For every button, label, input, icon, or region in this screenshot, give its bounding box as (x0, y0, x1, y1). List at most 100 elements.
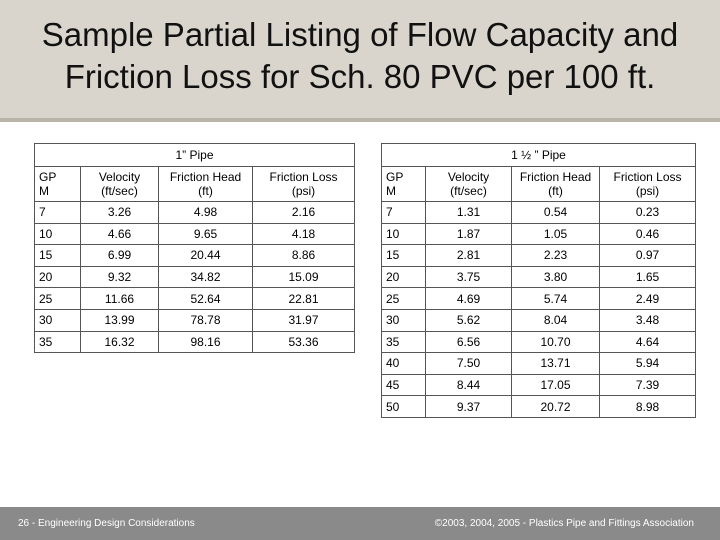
title-line-2: Friction Loss for Sch. 80 PVC per 100 ft… (64, 58, 656, 95)
table-cell: 11.66 (80, 287, 159, 310)
table-cell: 1.31 (425, 201, 512, 224)
table-cell: 20 (34, 265, 81, 289)
column-header: GP M (34, 166, 81, 202)
table-row: 15 6.99 20.44 8.86 (34, 244, 356, 267)
column-header-line: (ft/sec) (101, 184, 138, 198)
footer-copyright: ©2003, 2004, 2005 - Plastics Pipe and Fi… (434, 518, 694, 529)
column-header: Friction Head (ft) (158, 166, 253, 202)
table-row: 30 13.99 78.78 31.97 (34, 308, 356, 332)
column-header-line: Friction Loss (269, 170, 338, 184)
column-header-row: GP M Velocity (ft/sec) Friction Head (ft) Fric… (34, 166, 356, 202)
column-header-line: (ft) (548, 184, 563, 198)
table-cell: 34.82 (158, 265, 253, 289)
table-cell: 4.66 (80, 222, 159, 246)
table-cell: 1.87 (425, 222, 512, 246)
table-cell: 15 (381, 244, 426, 267)
table-caption: 1 ½ ” Pipe (380, 143, 697, 167)
table-cell: 3.26 (80, 201, 159, 224)
pipe-table-1-inch: 1” Pipe GP M Velocity (ft/sec) Friction Head… (33, 143, 356, 354)
table-cell: 98.16 (158, 330, 253, 354)
table-cell: 35 (381, 330, 426, 354)
table-row: 20 9.32 34.82 15.09 (34, 265, 356, 289)
table-cell: 0.97 (598, 244, 697, 267)
table-cell: 2.16 (251, 201, 356, 224)
table-cell: 17.05 (511, 373, 600, 397)
table-row: 35 16.32 98.16 53.36 (34, 330, 356, 354)
table-cell: 3.75 (425, 265, 512, 289)
table-cell: 8.86 (251, 244, 356, 267)
table-cell: 0.46 (598, 222, 697, 246)
table-row: 50 9.37 20.72 8.98 (381, 395, 697, 418)
table-row: 15 2.81 2.23 0.97 (381, 244, 697, 267)
table-cell: 45 (381, 373, 426, 397)
table-cell: 4.98 (158, 201, 253, 224)
table-cell: 35 (34, 330, 81, 354)
table-cell: 52.64 (158, 287, 253, 310)
table-cell: 2.49 (598, 287, 697, 310)
table-cell: 40 (381, 352, 426, 375)
table-cell: 9.65 (158, 222, 253, 246)
footer-page-label: 26 - Engineering Design Considerations (18, 518, 195, 529)
table-row: 30 5.62 8.04 3.48 (381, 308, 697, 332)
column-header-line: Friction Loss (613, 170, 682, 184)
table-cell: 10 (34, 222, 81, 246)
table-cell: 25 (34, 287, 81, 310)
column-header: Friction Loss (psi) (598, 166, 697, 202)
table-cell: 30 (381, 308, 426, 332)
column-header: Friction Head (ft) (511, 166, 600, 202)
table-row: 40 7.50 13.71 5.94 (381, 352, 697, 375)
table-cell: 15 (34, 244, 81, 267)
table-cell: 20.44 (158, 244, 253, 267)
column-header-line: (ft/sec) (450, 184, 487, 198)
table-cell: 78.78 (158, 308, 253, 332)
column-header: Friction Loss (psi) (251, 166, 356, 202)
table-cell: 2.23 (511, 244, 600, 267)
table-cell: 4.69 (425, 287, 512, 310)
table-cell: 6.56 (425, 330, 512, 354)
table-cell: 15.09 (251, 265, 356, 289)
table-row: 45 8.44 17.05 7.39 (381, 373, 697, 397)
column-header-line: (psi) (635, 184, 660, 198)
table-cell: 20.72 (511, 395, 600, 418)
table-cell: 20 (381, 265, 426, 289)
table-cell: 0.54 (511, 201, 600, 224)
table-cell: 30 (34, 308, 81, 332)
column-header-line: M (39, 184, 49, 198)
table-cell: 5.94 (598, 352, 697, 375)
column-header-line: (psi) (291, 184, 316, 198)
column-header: GP M (381, 166, 426, 202)
table-row: 7 3.26 4.98 2.16 (34, 201, 356, 224)
table-cell: 31.97 (251, 308, 356, 332)
table-cell: 8.04 (511, 308, 600, 332)
table-cell: 10.70 (511, 330, 600, 354)
column-header: Velocity (ft/sec) (80, 166, 159, 202)
table-cell: 53.36 (251, 330, 356, 354)
table-cell: 16.32 (80, 330, 159, 354)
column-header: Velocity (ft/sec) (425, 166, 512, 202)
title-banner: Sample Partial Listing of Flow Capacity … (0, 0, 720, 118)
table-cell: 5.62 (425, 308, 512, 332)
table-row: 25 4.69 5.74 2.49 (381, 287, 697, 310)
table-cell: 7.39 (598, 373, 697, 397)
table-cell: 8.44 (425, 373, 512, 397)
column-header-line: Friction Head (519, 170, 592, 184)
table-cell: 9.32 (80, 265, 159, 289)
table-cell: 3.48 (598, 308, 697, 332)
table-caption: 1” Pipe (33, 143, 356, 167)
footer-bar: 26 - Engineering Design Considerations ©… (0, 507, 720, 540)
table-cell: 10 (381, 222, 426, 246)
column-header-line: GP (386, 170, 404, 184)
table-cell: 2.81 (425, 244, 512, 267)
table-row: 7 1.31 0.54 0.23 (381, 201, 697, 224)
table-cell: 4.64 (598, 330, 697, 354)
column-header-line: Velocity (447, 170, 490, 184)
table-row: 25 11.66 52.64 22.81 (34, 287, 356, 310)
table-row: 10 4.66 9.65 4.18 (34, 222, 356, 246)
slide-title: Sample Partial Listing of Flow Capacity … (0, 14, 720, 98)
column-header-row: GP M Velocity (ft/sec) Friction Head (ft) Fric… (381, 166, 697, 202)
table-cell: 1.05 (511, 222, 600, 246)
table-cell: 25 (381, 287, 426, 310)
column-header-line: Friction Head (169, 170, 242, 184)
title-line-1: Sample Partial Listing of Flow Capacity … (41, 16, 679, 53)
table-cell: 8.98 (598, 395, 697, 418)
